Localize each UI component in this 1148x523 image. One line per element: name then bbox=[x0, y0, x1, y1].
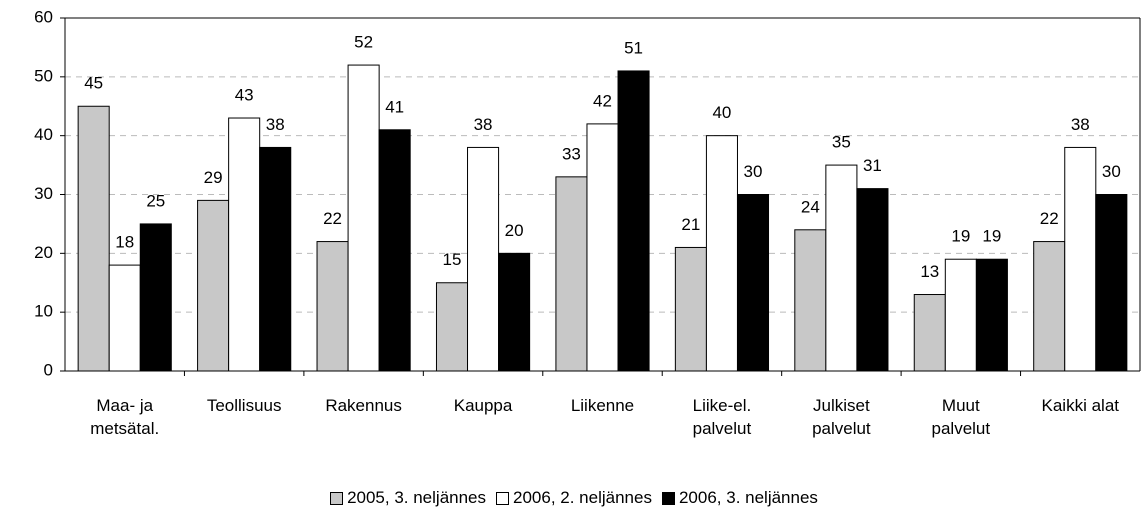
x-tick-label: Liikenne bbox=[570, 396, 635, 415]
bar bbox=[498, 252, 531, 372]
x-tick-label: Rakennus bbox=[325, 396, 402, 415]
legend: 2005, 3. neljännes 2006, 2. neljännes 2006… bbox=[0, 488, 1148, 508]
legend-swatch bbox=[496, 491, 510, 505]
legend-swatch bbox=[330, 491, 344, 505]
x-tick-label: Maa- ja metsätal. bbox=[90, 396, 160, 438]
data-label: 41 bbox=[385, 97, 404, 116]
y-tick-label: 0 bbox=[44, 360, 53, 379]
y-tick-label: 60 bbox=[34, 7, 53, 26]
bar bbox=[1095, 194, 1128, 372]
x-tick-label: Teollisuus bbox=[206, 396, 282, 415]
data-label: 38 bbox=[266, 115, 285, 134]
data-label: 21 bbox=[681, 215, 700, 234]
bar bbox=[347, 64, 380, 372]
bar bbox=[555, 176, 588, 372]
bar bbox=[316, 241, 349, 372]
bar bbox=[913, 294, 946, 372]
data-label: 51 bbox=[624, 38, 643, 57]
bar bbox=[975, 258, 1008, 372]
data-label: 19 bbox=[982, 227, 1001, 246]
data-label: 20 bbox=[505, 221, 524, 240]
x-tick-label: Kaikki alat bbox=[1041, 396, 1119, 415]
y-tick-label: 10 bbox=[34, 302, 53, 321]
bar bbox=[617, 70, 650, 372]
y-tick-label: 50 bbox=[34, 66, 53, 85]
bar bbox=[944, 258, 977, 372]
x-tick-label: Julkiset palvelut bbox=[812, 396, 871, 438]
legend-label: 2006, 2. neljännes bbox=[513, 488, 652, 507]
bar bbox=[228, 117, 261, 372]
x-tick-label: Liike-el. palvelut bbox=[692, 396, 752, 438]
data-label: 25 bbox=[146, 191, 165, 210]
bar bbox=[77, 105, 110, 372]
legend-swatch bbox=[661, 491, 675, 505]
bar bbox=[435, 282, 469, 372]
data-label: 15 bbox=[443, 250, 462, 269]
data-label: 45 bbox=[84, 74, 103, 93]
legend-label: 2006, 3. neljännes bbox=[678, 488, 818, 507]
data-label: 22 bbox=[1040, 209, 1059, 228]
data-label: 22 bbox=[323, 209, 342, 228]
bar bbox=[674, 246, 707, 372]
bar bbox=[197, 199, 230, 372]
data-label: 33 bbox=[562, 144, 581, 163]
bar bbox=[705, 135, 738, 372]
bar bbox=[1064, 146, 1097, 372]
bar bbox=[736, 194, 770, 372]
bar bbox=[139, 223, 172, 372]
data-label: 18 bbox=[115, 233, 134, 252]
data-label: 13 bbox=[920, 262, 939, 281]
data-label: 19 bbox=[951, 227, 970, 246]
data-label: 31 bbox=[863, 156, 882, 175]
bar bbox=[825, 164, 858, 372]
bar bbox=[794, 229, 827, 372]
data-label: 52 bbox=[354, 33, 373, 52]
bar bbox=[467, 146, 500, 372]
x-tick-label: Kauppa bbox=[453, 396, 513, 415]
bar bbox=[378, 129, 411, 372]
legend-label: 2005, 3. neljännes bbox=[347, 488, 487, 507]
legend-item: 2006, 3. neljännes bbox=[661, 488, 818, 508]
x-tick-label: Muut palvelut bbox=[931, 396, 991, 438]
data-label: 29 bbox=[204, 168, 223, 187]
data-label: 43 bbox=[235, 86, 254, 105]
data-label: 42 bbox=[593, 91, 612, 110]
data-label: 38 bbox=[1071, 115, 1090, 134]
data-label: 40 bbox=[712, 103, 731, 122]
legend-item: 2006, 2. neljännes bbox=[496, 488, 652, 508]
y-tick-label: 20 bbox=[34, 243, 53, 262]
data-label: 35 bbox=[832, 133, 851, 152]
bar bbox=[586, 123, 619, 372]
bar bbox=[108, 264, 141, 372]
data-label: 30 bbox=[1102, 162, 1121, 181]
y-tick-label: 40 bbox=[34, 125, 53, 144]
legend-item: 2005, 3. neljännes bbox=[330, 488, 486, 508]
data-label: 38 bbox=[474, 115, 493, 134]
bar bbox=[856, 188, 889, 372]
data-label: 24 bbox=[801, 197, 820, 216]
y-tick-label: 30 bbox=[34, 184, 53, 203]
bar bbox=[259, 146, 292, 372]
bar bbox=[1033, 241, 1066, 372]
data-label: 30 bbox=[744, 162, 763, 181]
